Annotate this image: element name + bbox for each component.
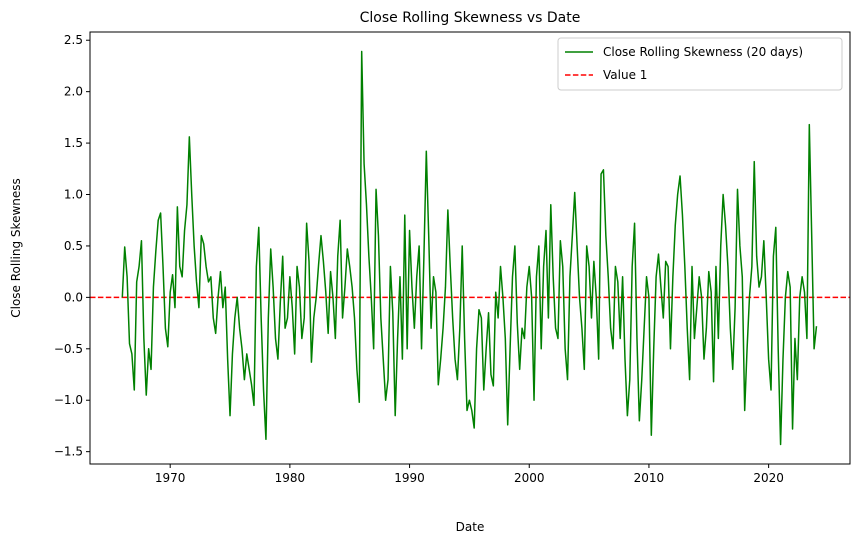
y-tick-label: 0.0	[64, 290, 83, 304]
legend-label-series: Close Rolling Skewness (20 days)	[603, 45, 803, 59]
legend-box	[557, 37, 843, 91]
series-line-close-rolling-skewness	[121, 50, 818, 446]
x-axis-label: Date	[456, 520, 485, 534]
x-tick-label: 2000	[514, 471, 545, 485]
x-tick-label: 2020	[753, 471, 784, 485]
chart-title: Close Rolling Skewness vs Date	[360, 10, 581, 26]
y-axis-label: Close Rolling Skewness	[9, 178, 23, 318]
y-tick-label: 1.0	[64, 188, 83, 202]
series-layer	[121, 50, 818, 446]
y-tick-label: −1.0	[54, 393, 83, 407]
plot-background	[90, 32, 850, 464]
x-tick-label: 1980	[275, 471, 306, 485]
legend: Close Rolling Skewness (20 days) Value 1	[557, 37, 843, 91]
y-tick-label: 2.0	[64, 85, 83, 99]
y-tick-label: 0.5	[64, 239, 83, 253]
legend-label-reference: Value 1	[603, 68, 647, 82]
x-tick-label: 1970	[155, 471, 186, 485]
y-tick-label: 2.5	[64, 33, 83, 47]
plot-area	[89, 31, 851, 465]
y-tick-label: −1.5	[54, 445, 83, 459]
x-axis-ticks: 1970 1980 1990 2000 2010 2020	[155, 464, 784, 485]
x-tick-label: 2010	[634, 471, 665, 485]
x-tick-label: 1990	[394, 471, 425, 485]
y-tick-label: −0.5	[54, 342, 83, 356]
y-axis-ticks: −1.5 −1.0 −0.5 0.0 0.5 1.0 1.5 2.0 2.5	[54, 33, 90, 459]
axes-frame	[89, 31, 851, 465]
y-tick-label: 1.5	[64, 136, 83, 150]
